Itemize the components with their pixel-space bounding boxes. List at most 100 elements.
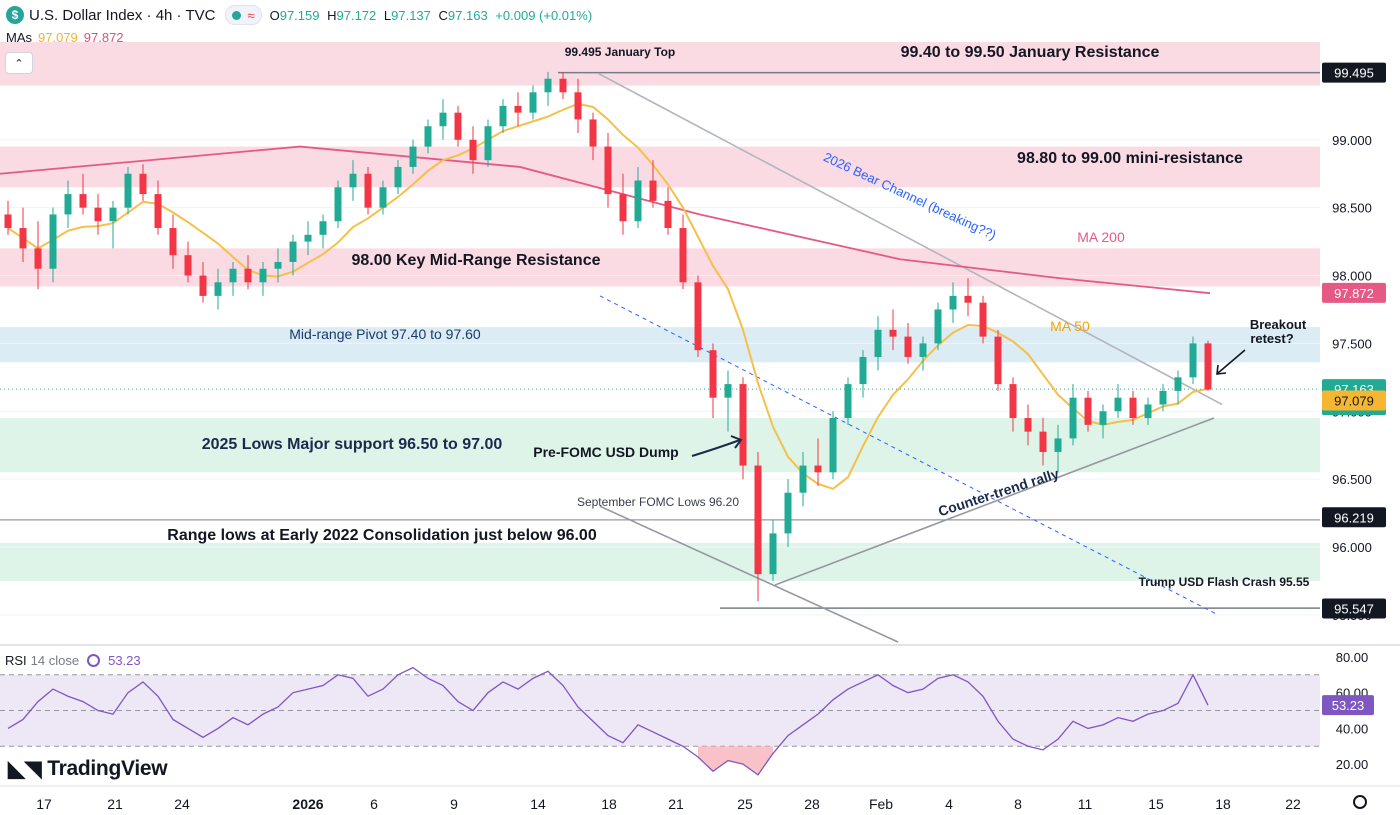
x-tick-label-9: 25 [737, 796, 753, 812]
market-status-pill[interactable]: ≈ [225, 5, 262, 25]
candle-body [574, 92, 582, 120]
candle-body [889, 329, 897, 337]
candle [364, 166, 372, 215]
candle-body [754, 465, 762, 575]
candle-body [1129, 397, 1137, 419]
label-key-mid-range: 98.00 Key Mid-Range Resistance [352, 252, 601, 269]
symbol-title[interactable]: U.S. Dollar Index · 4h · TVC [29, 6, 216, 24]
candle-body [79, 194, 87, 208]
candle [1174, 370, 1182, 405]
x-tick-label-11: Feb [869, 796, 893, 812]
x-tick-label-1: 21 [107, 796, 123, 812]
candle-body [199, 275, 207, 296]
candle-body [1144, 404, 1152, 419]
candle-body [184, 255, 192, 276]
zone-resistance-0 [0, 42, 1320, 86]
x-tick-label-0: 17 [36, 796, 52, 812]
candle-body [394, 166, 402, 188]
pre-fomc-arrow [691, 439, 741, 457]
candle-body [709, 350, 717, 398]
candle [874, 316, 882, 371]
candle [484, 119, 492, 167]
candle-body [484, 126, 492, 161]
candle-body [769, 533, 777, 575]
candle-body [1084, 397, 1092, 425]
candle [139, 164, 147, 201]
rsi-params: 14 close [30, 653, 80, 668]
ma200-line [0, 145, 1211, 295]
candle [1144, 397, 1152, 425]
change-value: +0.009 (+0.01%) [495, 7, 593, 23]
candle-body [424, 126, 432, 147]
candle [709, 343, 717, 419]
candle-body [1159, 390, 1167, 405]
breakout-arrowhead [1216, 364, 1227, 375]
candle [994, 329, 1002, 391]
y-tick-label-0: 99.000 [1332, 133, 1372, 148]
candle [949, 282, 957, 324]
candle [559, 71, 567, 100]
label-mini-resistance: 98.80 to 99.00 mini-resistance [1017, 150, 1243, 167]
tradingview-logo[interactable]: ◣◥ TradingView [8, 756, 168, 782]
x-tick-label-15: 15 [1148, 796, 1164, 812]
candle [634, 166, 642, 229]
label-2025-lows: 2025 Lows Major support 96.50 to 97.00 [202, 436, 503, 453]
candle [319, 214, 327, 249]
candle [739, 377, 747, 480]
candle-body [1114, 397, 1122, 412]
candle [1099, 404, 1107, 439]
label-january-resistance: 99.40 to 99.50 January Resistance [901, 44, 1160, 61]
candle [349, 160, 357, 201]
candle-body [634, 180, 642, 222]
rsi-legend[interactable]: RSI 14 close 53.23 [5, 653, 141, 668]
x-tick-label-3: 2026 [292, 796, 323, 812]
candle [214, 268, 222, 310]
ma-legend-label: MAs [6, 30, 32, 45]
x-tick-label-12: 4 [945, 796, 953, 812]
candle [1039, 418, 1047, 466]
label-flash-crash: Trump USD Flash Crash 95.55 [1139, 575, 1310, 589]
candle-body [1054, 438, 1062, 452]
price-tag-5 [1322, 598, 1386, 619]
candle [844, 377, 852, 425]
candle [724, 370, 732, 432]
x-tick-label-4: 6 [370, 796, 378, 812]
candle-body [514, 105, 522, 113]
wave-icon: ≈ [247, 7, 255, 23]
label-range-lows: Range lows at Early 2022 Consolidation j… [167, 527, 597, 544]
candle [4, 200, 12, 235]
price-tag-label-0: 99.495 [1334, 66, 1374, 81]
y-tick-label-6: 96.000 [1332, 540, 1372, 555]
rsi-tick-label-2: 40.00 [1336, 721, 1369, 736]
collapse-legend-button[interactable]: ⌃ [5, 52, 33, 74]
ma-legend[interactable]: MAs 97.079 97.872 [6, 30, 124, 45]
candle-body [784, 492, 792, 534]
candle [694, 275, 702, 357]
candle-body [919, 343, 927, 357]
label-september-fomc: September FOMC Lows 96.20 [577, 495, 739, 509]
candle [769, 519, 777, 581]
candle-body [529, 92, 537, 113]
candle [439, 99, 447, 140]
candle [379, 180, 387, 215]
candle [514, 92, 522, 127]
candle [1204, 340, 1212, 391]
ma50-line [7, 102, 1209, 490]
candle-body [259, 268, 267, 283]
price-tag-1 [1322, 282, 1386, 303]
candle-body [949, 295, 957, 310]
candle-body [139, 173, 147, 195]
candle [889, 309, 897, 351]
candle [289, 234, 297, 276]
zone-support-4 [0, 418, 1320, 473]
candle-body [244, 268, 252, 283]
ohlc-readout: O97.159 H97.172 L97.137 C97.163 +0.009 (… [269, 7, 593, 23]
x-tick-label-13: 8 [1014, 796, 1022, 812]
candle-body [1024, 418, 1032, 432]
candle-body [109, 207, 117, 222]
settings-gear-icon[interactable] [1353, 795, 1367, 809]
candle [334, 180, 342, 229]
candle [529, 85, 537, 120]
candle [49, 207, 57, 283]
